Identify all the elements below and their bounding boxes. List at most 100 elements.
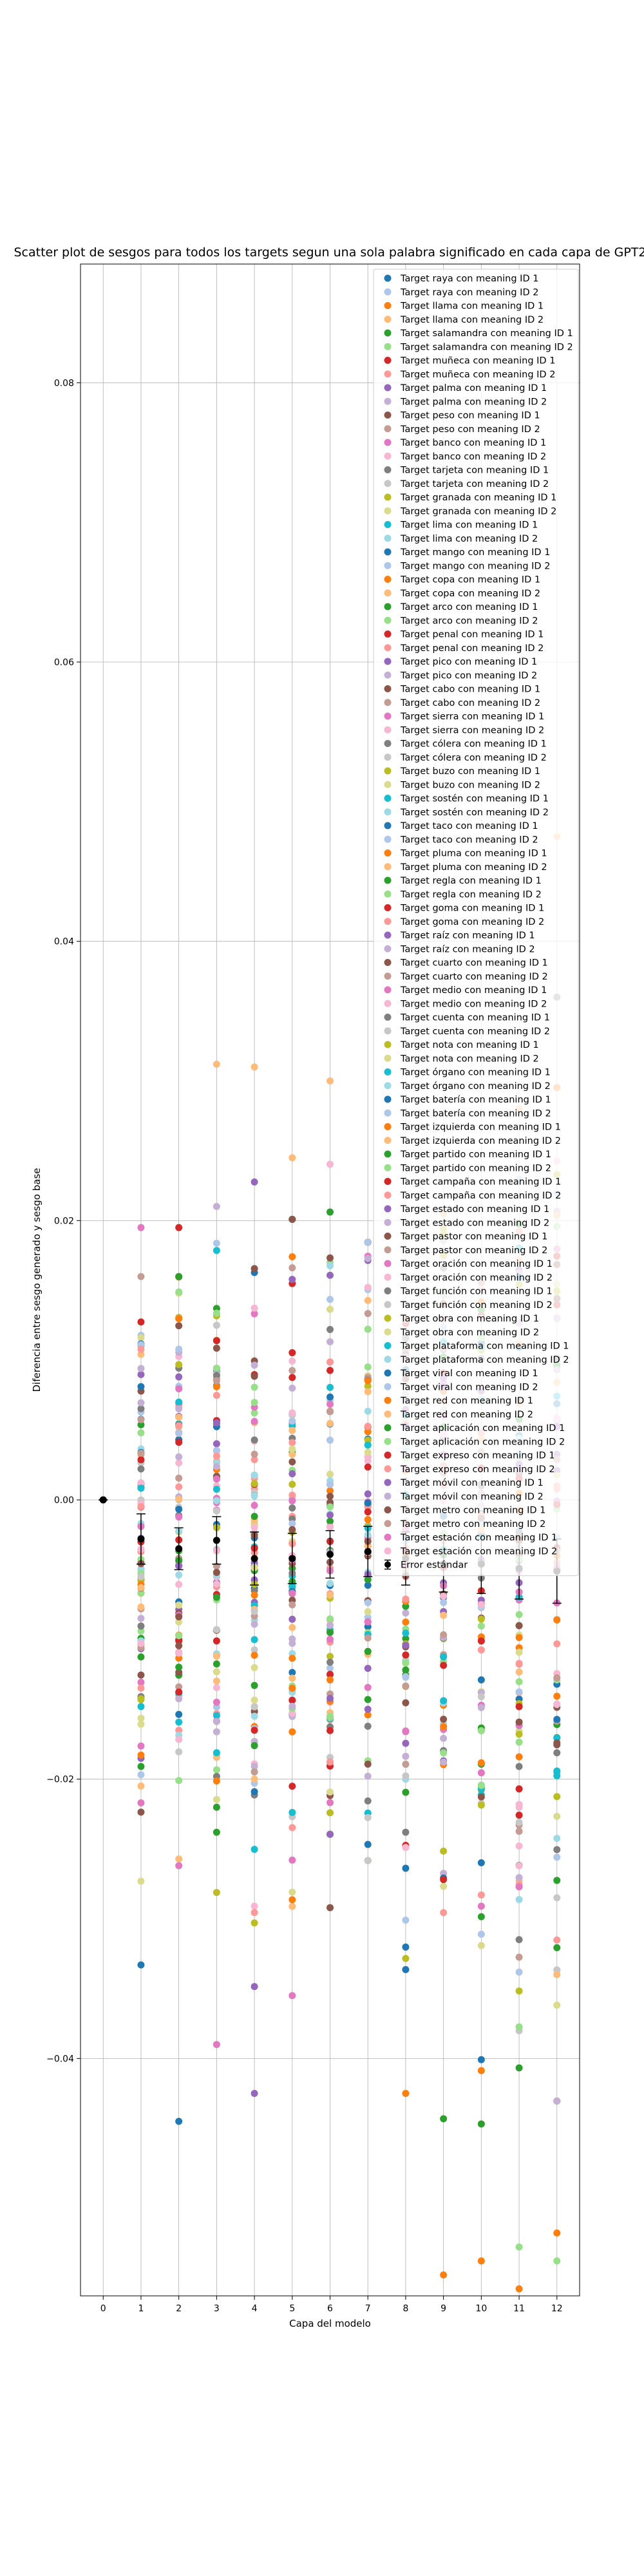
- data-point: [213, 1677, 220, 1685]
- legend-entry: Target peso con meaning ID 1: [400, 411, 540, 421]
- data-point: [364, 1841, 372, 1848]
- legend-entry: Target llama con meaning ID 1: [400, 301, 544, 312]
- data-point: [515, 1785, 523, 1793]
- y-tick-label: 0.08: [54, 378, 74, 388]
- data-point: [327, 1408, 334, 1416]
- data-point: [402, 1752, 410, 1760]
- data-point: [364, 1238, 372, 1246]
- data-point: [137, 1484, 145, 1492]
- data-point: [402, 1828, 410, 1836]
- legend-entry: Target palma con meaning ID 1: [400, 383, 547, 393]
- data-point: [440, 1749, 448, 1757]
- data-point: [289, 1497, 296, 1505]
- data-point: [175, 1618, 183, 1626]
- data-point: [327, 1904, 334, 1911]
- data-point: [137, 1345, 145, 1353]
- data-point: [175, 1474, 183, 1482]
- data-point: [289, 1589, 296, 1597]
- legend-entry: Target estado con meaning ID 2: [400, 1218, 549, 1228]
- legend-entry: Target tarjeta con meaning ID 2: [400, 479, 549, 489]
- legend-entry: Target estación con meaning ID 2: [400, 1546, 557, 1557]
- data-point: [137, 1615, 145, 1622]
- data-point: [364, 1423, 372, 1430]
- data-point: [327, 1664, 334, 1672]
- legend-entry: Target sierra con meaning ID 1: [400, 712, 544, 722]
- data-point: [175, 1439, 183, 1446]
- data-point: [327, 1262, 334, 1269]
- legend-marker: [384, 1095, 392, 1103]
- data-point: [364, 1515, 372, 1523]
- legend-entry: Target oración con meaning ID 2: [400, 1273, 553, 1283]
- legend-entry: Target pastor con meaning ID 2: [400, 1245, 547, 1256]
- data-point: [251, 1265, 258, 1273]
- data-point: [477, 1913, 485, 1920]
- data-point: [251, 1727, 258, 1734]
- data-point: [440, 1847, 448, 1855]
- legend-marker: [384, 1027, 392, 1035]
- legend-marker: [384, 822, 392, 829]
- data-point: [213, 1803, 220, 1811]
- legend-entry: Target móvil con meaning ID 2: [400, 1492, 544, 1502]
- data-point: [137, 1714, 145, 1722]
- data-point: [327, 1393, 334, 1401]
- data-point: [364, 1665, 372, 1672]
- legend-marker: [384, 1109, 392, 1117]
- data-point: [364, 1499, 372, 1507]
- legend-entry: Target aplicación con meaning ID 2: [400, 1437, 565, 1447]
- data-point: [477, 1781, 485, 1789]
- data-point: [251, 1919, 258, 1927]
- legend-entry: Target sostén con meaning ID 1: [400, 794, 549, 804]
- data-point: [515, 1622, 523, 1629]
- data-point: [364, 1377, 372, 1385]
- data-point: [515, 1801, 523, 1808]
- data-point: [364, 1441, 372, 1449]
- data-point: [327, 1254, 334, 1262]
- data-point: [251, 1742, 258, 1750]
- legend-marker: [384, 1328, 392, 1336]
- data-point: [251, 1524, 258, 1531]
- legend-marker: [384, 466, 392, 473]
- data-point: [175, 1453, 183, 1461]
- data-point: [175, 1483, 183, 1491]
- data-point: [289, 1367, 296, 1374]
- data-point: [327, 1799, 334, 1806]
- data-point: [213, 1377, 220, 1385]
- data-point: [515, 1668, 523, 1676]
- data-point: [327, 1358, 334, 1366]
- y-tick-label: 0.02: [54, 1216, 74, 1226]
- data-point: [251, 1456, 258, 1464]
- data-point: [440, 1593, 448, 1600]
- legend-entry: Target tarjeta con meaning ID 1: [400, 466, 549, 476]
- legend-marker: [384, 316, 392, 323]
- data-point: [213, 1463, 220, 1470]
- data-point: [251, 1712, 258, 1720]
- legend-entry: Target red con meaning ID 1: [400, 1396, 533, 1406]
- legend-marker: [384, 535, 392, 542]
- data-point: [251, 1361, 258, 1369]
- data-point: [553, 1739, 561, 1747]
- legend-entry: Target raya con meaning ID 1: [400, 274, 538, 284]
- y-tick-label: −0.04: [46, 2054, 74, 2064]
- data-point: [175, 1430, 183, 1437]
- data-point: [327, 1338, 334, 1346]
- data-point: [327, 1487, 334, 1495]
- data-point: [477, 1931, 485, 1938]
- data-point: [364, 1576, 372, 1584]
- legend-marker: [384, 1233, 392, 1240]
- legend-marker: [384, 1424, 392, 1432]
- data-point: [175, 1649, 183, 1657]
- data-point: [175, 1506, 183, 1513]
- data-point: [402, 1788, 410, 1796]
- legend-marker: [384, 890, 392, 898]
- legend-marker: [384, 1287, 392, 1294]
- legend-marker: [384, 1465, 392, 1473]
- legend-marker: [384, 781, 392, 788]
- data-point: [364, 1508, 372, 1516]
- data-point: [327, 1694, 334, 1702]
- data-point: [327, 1160, 334, 1168]
- data-point: [137, 1502, 145, 1510]
- data-point: [515, 1987, 523, 1995]
- legend-entry: Target partido con meaning ID 1: [400, 1150, 551, 1160]
- legend-marker: [384, 1014, 392, 1021]
- x-axis-label: Capa del modelo: [289, 2318, 371, 2329]
